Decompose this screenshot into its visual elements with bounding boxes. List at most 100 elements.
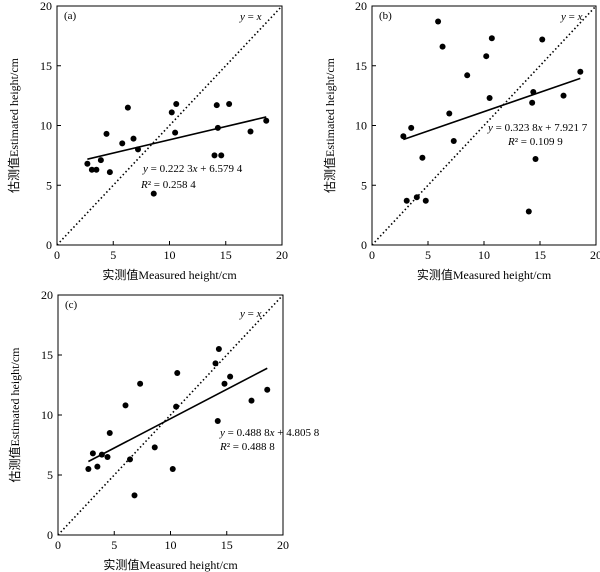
data-point	[214, 124, 221, 131]
data-point	[400, 133, 407, 140]
identity-line-label: y = x	[560, 11, 583, 23]
data-point	[168, 109, 175, 116]
identity-line	[56, 5, 283, 246]
y-tick-label: 0	[361, 238, 367, 252]
data-point	[215, 346, 222, 352]
data-point	[435, 18, 442, 25]
data-point	[173, 403, 180, 410]
x-tick-label: 10	[478, 248, 490, 262]
data-point	[106, 430, 113, 436]
data-point	[218, 152, 225, 159]
y-tick-label: 5	[47, 468, 53, 482]
regression-equation: y = 0.222 3x + 6.579 4	[142, 163, 243, 175]
data-point	[137, 380, 144, 387]
data-point	[221, 380, 228, 387]
chart-panel-1: 0 5 10 15 20 0 5 10 15 20 (a) y = x y = 0.222 3x + 6…	[6, 0, 288, 282]
y-tick-label: 15	[355, 59, 367, 73]
data-point	[85, 466, 92, 472]
data-point	[539, 36, 546, 43]
data-point	[119, 140, 126, 147]
y-tick-label: 15	[40, 59, 52, 73]
regression-line	[88, 367, 268, 463]
data-point	[130, 135, 137, 142]
regression-line	[403, 77, 581, 141]
data-point	[169, 466, 176, 472]
identity-line-label: y = x	[239, 11, 262, 23]
identity-line	[57, 294, 284, 536]
data-point	[131, 492, 138, 499]
data-point	[212, 360, 219, 367]
data-point	[450, 138, 457, 145]
data-point	[408, 124, 415, 131]
data-point	[97, 157, 104, 164]
x-tick-label: 15	[534, 248, 546, 262]
data-point	[173, 100, 180, 107]
y-tick-label: 5	[361, 178, 367, 192]
x-tick-label: 0	[55, 538, 61, 552]
panel-label: (a)	[64, 10, 77, 22]
y-tick-label: 20	[40, 0, 52, 13]
data-point	[483, 53, 490, 60]
data-point	[94, 463, 101, 470]
data-point	[93, 166, 100, 173]
identity-line	[371, 5, 597, 246]
y-tick-label: 10	[355, 119, 367, 133]
data-point	[98, 451, 105, 458]
x-tick-label: 5	[110, 248, 116, 262]
x-tick-label: 5	[111, 538, 117, 552]
x-tick-label: 15	[221, 538, 233, 552]
data-point	[106, 169, 113, 176]
data-point	[247, 128, 254, 135]
chart-panel-2: 0 5 10 15 20 0 5 10 15 20 (b) y = x y = 0.323 8x + 7…	[322, 0, 600, 282]
chart-panel-3: 0 5 10 15 20 0 5 10 15 20 (c) y = x y = 0.488 8x + 4…	[7, 288, 320, 572]
identity-line-label: y = x	[239, 308, 262, 320]
regression-equation: y = 0.323 8x + 7.921 7	[487, 122, 588, 134]
data-point	[226, 100, 233, 107]
regression-line	[87, 116, 267, 160]
x-tick-label: 10	[165, 538, 177, 552]
data-point	[403, 197, 410, 204]
x-axis-label: 实测值Measured height/cm	[417, 267, 552, 282]
data-point	[264, 386, 271, 393]
data-point	[84, 160, 91, 167]
x-tick-label: 10	[164, 248, 176, 262]
data-point	[529, 99, 536, 106]
data-point	[446, 110, 453, 117]
data-point	[213, 102, 220, 109]
data-point	[124, 104, 131, 111]
y-tick-label: 10	[40, 119, 52, 133]
data-point	[89, 450, 96, 457]
data-point	[439, 43, 446, 50]
data-point	[422, 197, 429, 204]
y-axis-label: 估测值Estimated height/cm	[322, 57, 337, 193]
y-tick-label: 0	[46, 238, 52, 252]
data-point	[172, 129, 179, 136]
data-point	[263, 117, 270, 124]
x-axis-label: 实测值Measured height/cm	[102, 267, 237, 282]
x-tick-label: 0	[54, 248, 60, 262]
y-tick-label: 10	[41, 408, 53, 422]
data-point	[248, 397, 255, 404]
y-tick-label: 20	[355, 0, 367, 13]
data-point	[135, 146, 141, 153]
data-point	[88, 166, 95, 173]
data-point	[211, 152, 218, 159]
data-point	[413, 194, 420, 201]
y-tick-label: 15	[41, 348, 53, 362]
y-axis-label: 估测值Estimated height/cm	[7, 347, 22, 483]
x-axis-label: 实测值Measured height/cm	[103, 557, 238, 572]
x-tick-label: 20	[276, 248, 288, 262]
r-squared-label: R² = 0.109 9	[507, 136, 563, 148]
data-point	[530, 89, 537, 96]
data-point	[214, 418, 221, 424]
data-point	[104, 454, 111, 460]
data-point	[227, 373, 234, 380]
y-tick-label: 20	[41, 288, 53, 302]
x-tick-label: 20	[277, 538, 289, 552]
r-squared-label: R² = 0.258 4	[140, 179, 196, 191]
data-point	[150, 190, 157, 197]
data-point	[532, 155, 539, 162]
r-squared-label: R² = 0.488 8	[219, 441, 275, 453]
y-axis-label: 估测值Estimated height/cm	[6, 57, 21, 193]
